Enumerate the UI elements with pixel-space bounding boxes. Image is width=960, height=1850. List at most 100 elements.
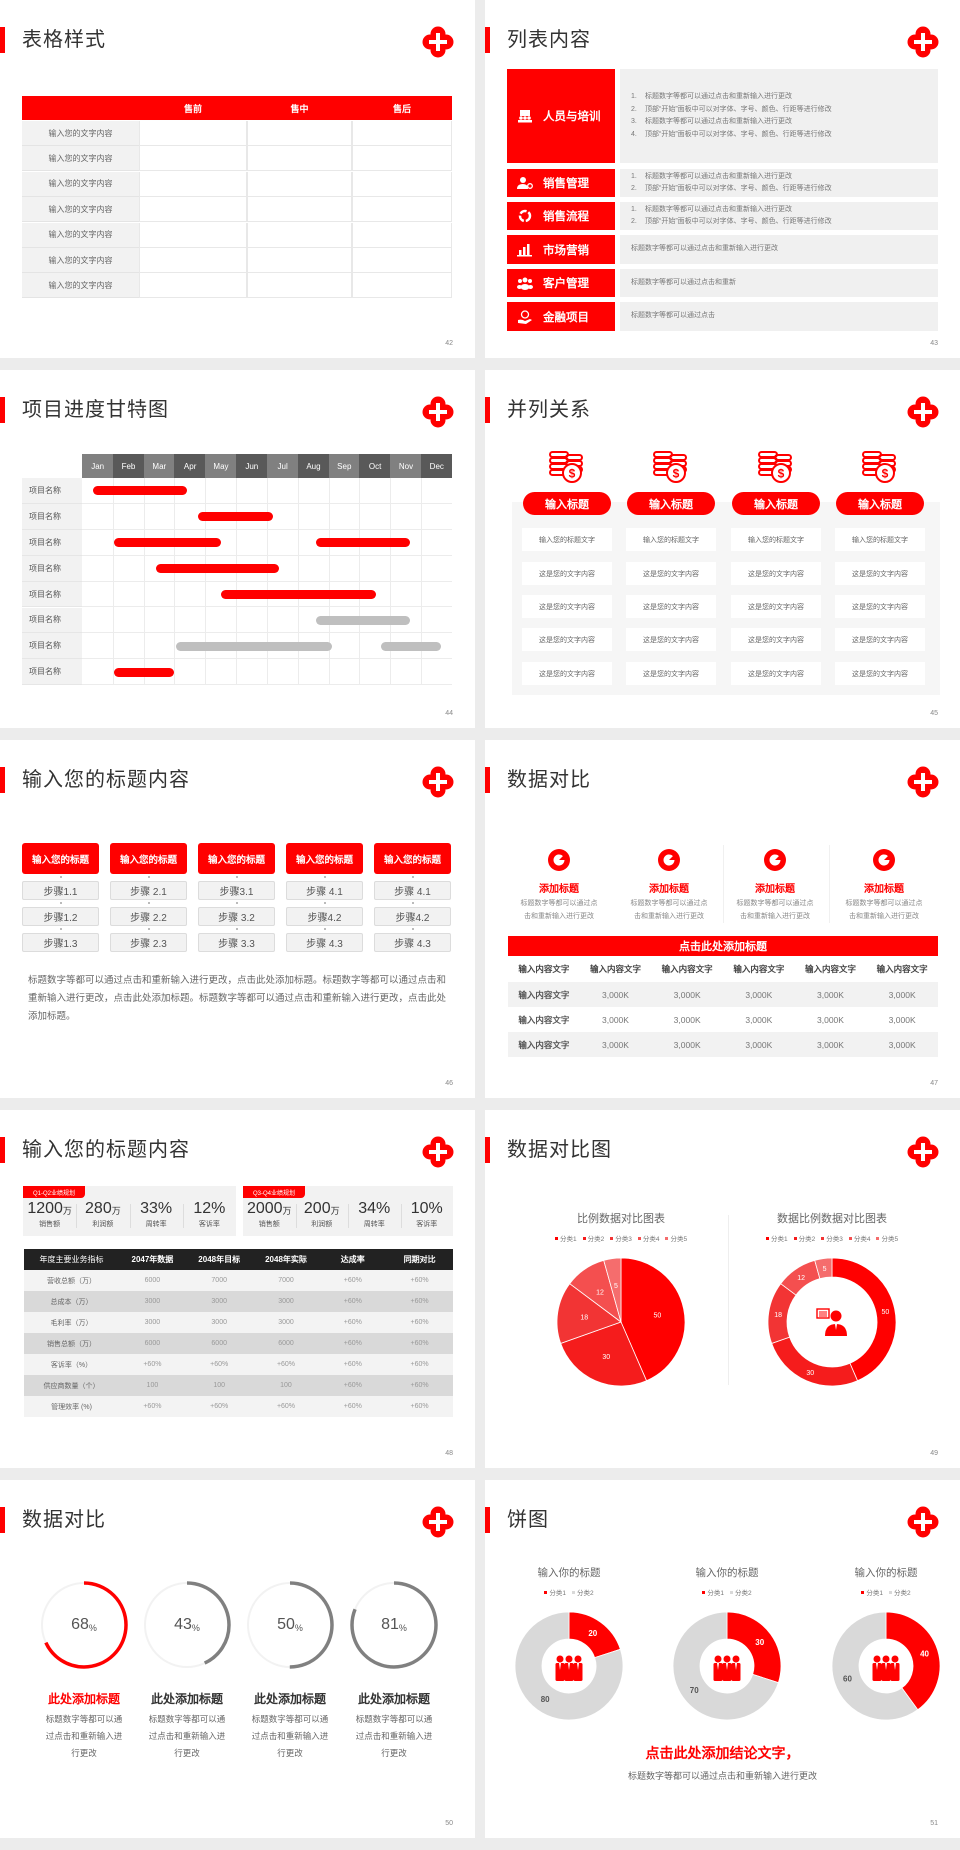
table-header-cell: 2048年实际 [265, 1255, 307, 1264]
legend-swatch [610, 1236, 614, 1240]
list-line-text: 顶部“开始”面板中可以对字体、字号、颜色、行距等进行修改 [645, 130, 832, 138]
table-cell: +60% [410, 1361, 429, 1368]
slide-45: 并列关系 45 $ 输入标题 输入您的标题文字 这是您的文字内容 这是您的文字内容 这是您的文… [485, 370, 960, 728]
title-accent-bar [0, 1507, 5, 1533]
slide-title: 数据对比 [507, 769, 591, 791]
kpi-label: 利润额 [311, 1221, 333, 1228]
team-icon [713, 1655, 741, 1681]
table-cell[interactable] [139, 121, 247, 146]
list-line: 2. 顶部“开始”面板中可以对字体、字号、颜色、行距等进行修改 [631, 104, 938, 117]
red-cross-logo-icon [907, 1506, 939, 1538]
ring-text: 行更改 [381, 1748, 407, 1758]
table-cell: 100 [280, 1382, 292, 1389]
legend-swatch [730, 1590, 733, 1594]
title-button[interactable]: 输入标题 [836, 492, 924, 515]
progress-arc [143, 1581, 231, 1669]
list-line: 3. 标题数字等都可以通过点击和重新输入进行更改 [631, 116, 938, 129]
kpi-value: 2000 万 [243, 1199, 296, 1219]
title-accent-bar [0, 767, 5, 793]
month-header: Feb [112, 454, 145, 478]
ring-title: 此处添加标题 [253, 1691, 326, 1706]
table-cell[interactable] [352, 171, 452, 197]
data-label: 12 [596, 1289, 604, 1296]
table-cell[interactable] [352, 273, 452, 299]
table-cell[interactable] [139, 248, 247, 273]
connector-dot [324, 876, 326, 878]
table-cell[interactable] [139, 197, 247, 223]
table-cell: +60% [343, 1361, 362, 1368]
table-cell: +60% [343, 1277, 362, 1284]
table-cell: 3000 [278, 1319, 294, 1326]
step-column-header: 输入您的标题 [22, 843, 99, 874]
table-cell[interactable] [247, 171, 352, 197]
table-cell[interactable] [139, 222, 247, 248]
table-cell: 7000 [278, 1277, 294, 1284]
slice [831, 1257, 897, 1382]
title-button[interactable]: 输入标题 [523, 492, 611, 515]
table-cell[interactable] [139, 171, 247, 197]
ring-text: 过点击和重新输入进 [251, 1731, 329, 1741]
kpi-number: 10% [410, 1200, 443, 1217]
table-cell[interactable] [352, 248, 452, 273]
table-cell[interactable] [247, 273, 352, 299]
gantt-grid-line [236, 478, 238, 686]
table-cell[interactable] [139, 273, 247, 299]
feature-text: 击和重新输入进行更改 [849, 913, 919, 920]
table-cell: +60% [343, 1340, 362, 1347]
legend-item: 分类2 [793, 1233, 815, 1243]
legend-swatch [889, 1590, 892, 1594]
table-cell[interactable] [247, 121, 352, 146]
table-cell: 6000 [278, 1340, 294, 1347]
table-row [24, 1333, 453, 1354]
slice [560, 1321, 648, 1387]
month-header: Oct [359, 454, 391, 478]
table-cell[interactable] [352, 121, 452, 146]
coins-dollar-icon: $ [758, 451, 792, 483]
data-label: 5 [614, 1283, 618, 1290]
slide-42: 表格样式 42 售前 售中 售后 输入您的文字内容 输入您的文字内容 输入您的文字内容 输入您的… [0, 0, 475, 358]
step-box: 步骤 2.1 [110, 881, 187, 900]
feature-title: 添加标题 [649, 883, 689, 895]
legend-item: 分类1 [554, 1233, 577, 1243]
slice [514, 1611, 624, 1721]
table-cell[interactable] [247, 248, 352, 273]
feature-text: 击和重新输入进行更改 [740, 913, 810, 920]
list-number: 1. [631, 205, 637, 213]
list-line: 标题数字等都可以通过点击 [631, 310, 938, 323]
slide-43: 列表内容 43 人员与培训 1. 标题数字等都可以通过点击和重新输入进行更改 2. 顶部“开… [485, 0, 960, 358]
title-accent-bar [485, 27, 490, 53]
text-cell: 这是您的文字内容 [731, 662, 821, 685]
step-box: 步骤1.1 [22, 881, 99, 900]
table-cell[interactable] [352, 146, 452, 172]
page-number: 50 [445, 1820, 453, 1827]
title-button[interactable]: 输入标题 [732, 492, 820, 515]
table-cell: +60% [143, 1403, 162, 1410]
table-header-cell: 输入内容文字 [733, 964, 785, 974]
list-number: 1. [631, 93, 637, 100]
progress-arc [40, 1581, 128, 1669]
step-box: 步骤 3.2 [198, 907, 275, 926]
kpi-number: 2000 [246, 1200, 283, 1217]
text-cell: 输入您的标题文字 [835, 528, 925, 551]
table-cell[interactable] [247, 197, 352, 223]
list-item-content: 标题数字等都可以通过点击和重新输入进行更改 [620, 235, 938, 264]
gantt-row-label: 项目名称 [22, 581, 82, 608]
data-label: 50 [653, 1312, 661, 1319]
title-button[interactable]: 输入标题 [627, 492, 715, 515]
table-cell[interactable] [247, 222, 352, 248]
legend-item: 分类5 [876, 1233, 898, 1243]
table-cell[interactable] [352, 222, 452, 248]
table-cell: +60% [276, 1361, 296, 1368]
table-header-cell: 2048年目标 [198, 1255, 241, 1264]
team-icon [555, 1655, 583, 1681]
table-cell[interactable] [139, 146, 247, 172]
table-cell[interactable] [247, 146, 352, 172]
text-cell: 这是您的文字内容 [522, 628, 612, 651]
kpi-unit: 万 [62, 1206, 72, 1216]
table-cell[interactable] [352, 197, 452, 223]
title-accent-bar [485, 767, 490, 793]
legend-item: 分类5 [665, 1233, 687, 1243]
table-header-cell: 输入内容文字 [589, 964, 641, 974]
month-header: Dec [421, 454, 453, 478]
